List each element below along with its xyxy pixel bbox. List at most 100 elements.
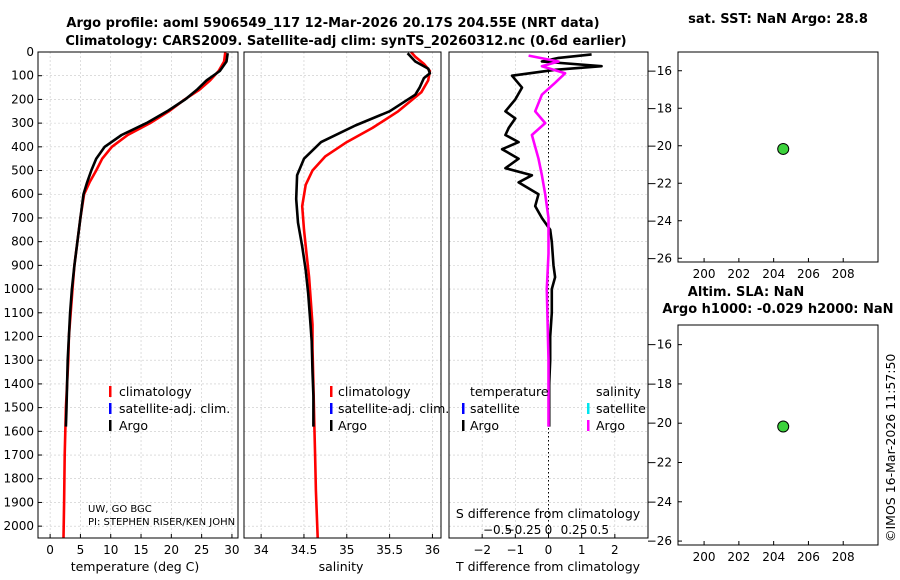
sla-title-line-1: Altim. SLA: NaN (688, 285, 804, 300)
y-tick-label: −26 (647, 534, 672, 548)
x2-tick-label: 0.25 (561, 523, 588, 537)
legend-label-temperature-satellite: satellite (470, 401, 520, 416)
x-tick-label: 35.5 (376, 543, 403, 557)
grid (38, 51, 238, 538)
sla-map-panel: −16 −18 −20 −22 −24 −26 200 202 204 206 208 (647, 324, 879, 564)
legend-swatch-argo (109, 420, 112, 431)
x-tick-label: −2 (473, 543, 491, 557)
salinity-axis-label: salinity (319, 559, 364, 574)
y-tick-label: −18 (647, 377, 672, 391)
temperature-legend: climatology satellite-adj. clim. Argo (109, 384, 230, 433)
x-tick-label: 1 (578, 543, 586, 557)
x-tick-label: 200 (693, 267, 716, 281)
legend-swatch-salinity-argo (587, 420, 590, 431)
x-tick-label: 208 (832, 550, 855, 564)
y-tick-label: 800 (11, 235, 34, 249)
legend-swatch-satellite-adj (109, 403, 112, 414)
y-tick-label: 700 (11, 211, 34, 225)
argo-position-marker (777, 142, 790, 155)
legend-swatch-salinity-satellite (587, 403, 590, 414)
x-tick-label: 204 (762, 550, 785, 564)
legend-label-temperature-argo: Argo (470, 418, 499, 433)
x-tick-label: 202 (727, 550, 750, 564)
series-temperature-argo (500, 53, 603, 427)
y-tick-label: −20 (647, 139, 672, 153)
x-tick-label: 206 (797, 267, 820, 281)
y-tick-label: 100 (11, 69, 34, 83)
y-tick-label: −22 (647, 176, 672, 190)
legend-swatch-temperature-satellite (462, 403, 465, 414)
x-tick-label: 34 (253, 543, 268, 557)
t-difference-axis-label: T difference from climatology (455, 559, 641, 574)
y-tick-label: 500 (11, 164, 34, 178)
legend-heading-salinity: salinity (596, 384, 641, 399)
y-tick-label: 1500 (3, 401, 34, 415)
x-tick-label: 34.5 (291, 543, 318, 557)
grid (244, 51, 441, 538)
legend-label-argo: Argo (338, 418, 367, 433)
x2-tick-label: −0.25 (505, 523, 542, 537)
difference-legend: temperature satellite Argo salinity sate… (462, 384, 646, 433)
y-tick-label: 1700 (3, 448, 34, 462)
y-tick-label: 400 (11, 140, 34, 154)
y-tick-label: 300 (11, 116, 34, 130)
sst-title: sat. SST: NaN Argo: 28.8 (688, 12, 868, 27)
imos-credit: ©IMOS 16-Mar-2026 11:57:50 (883, 354, 898, 542)
axes-frame (448, 51, 649, 539)
x-tick-label: 36 (425, 543, 440, 557)
salinity-panel: 34 34.5 35 35.5 36 (243, 51, 442, 557)
y-tick-label: 1800 (3, 472, 34, 486)
x2-tick-label: −0.5 (483, 523, 512, 537)
institution-note: UW, GO BGC (88, 504, 152, 515)
pi-note: PI: STEPHEN RISER/KEN JOHN (88, 517, 235, 528)
x-tick-label: −1 (506, 543, 524, 557)
axes-frame (677, 324, 879, 546)
y-tick-label: 900 (11, 258, 34, 272)
y-tick-label: 1400 (3, 377, 34, 391)
sla-title-line-2: Argo h1000: -0.029 h2000: NaN (662, 302, 893, 317)
legend-label-argo: Argo (119, 418, 148, 433)
series-argo (64, 53, 229, 427)
y-tick-label: 200 (11, 92, 34, 106)
series-climatology (300, 51, 432, 539)
legend-swatch-climatology (330, 386, 333, 397)
legend-label-satellite-adj: satellite-adj. clim. (119, 401, 230, 416)
y-tick-label: 1900 (3, 495, 34, 509)
series-argo (294, 52, 432, 427)
y-tick-label: −24 (647, 214, 672, 228)
sst-map-panel: −16 −18 −20 −22 −24 −26 200 202 204 206 208 (647, 51, 879, 281)
y-tick-label: −16 (647, 338, 672, 352)
x-tick-label: 2 (611, 543, 619, 557)
x-tick-label: 5 (77, 543, 85, 557)
legend-label-salinity-argo: Argo (596, 418, 625, 433)
axes-frame (37, 51, 239, 539)
legend-label-salinity-satellite: satellite (596, 401, 646, 416)
axes-frame (243, 51, 442, 539)
s-difference-axis-label: S difference from climatology (456, 506, 641, 521)
temperature-panel: 0 5 10 15 20 25 300100200300400500600700800900… (3, 45, 239, 557)
x-tick-label: 10 (103, 543, 118, 557)
temperature-axis-label: temperature (deg C) (71, 559, 200, 574)
y-tick-label: −18 (647, 101, 672, 115)
legend-label-climatology: climatology (119, 384, 192, 399)
legend-swatch-argo (330, 420, 333, 431)
y-tick-label: 1000 (3, 282, 34, 296)
x-tick-label: 0 (545, 543, 553, 557)
y-tick-label: 1100 (3, 306, 34, 320)
y-tick-label: 1300 (3, 353, 34, 367)
y-tick-label: −20 (647, 416, 672, 430)
x-tick-label: 206 (797, 550, 820, 564)
y-tick-label: 1600 (3, 424, 34, 438)
legend-label-satellite-adj: satellite-adj. clim. (338, 401, 449, 416)
y-tick-label: −24 (647, 495, 672, 509)
title-line-1: Argo profile: aoml 5906549_117 12-Mar-20… (66, 16, 599, 31)
series-salinity-argo (528, 54, 567, 427)
salinity-legend: climatology satellite-adj. clim. Argo (330, 384, 449, 433)
x-tick-label: 20 (164, 543, 179, 557)
y-tick-label: 1200 (3, 329, 34, 343)
title-line-2: Climatology: CARS2009. Satellite-adj cli… (65, 34, 626, 49)
axes-frame (677, 51, 879, 263)
y-tick-label: 600 (11, 187, 34, 201)
x-tick-label: 35 (339, 543, 354, 557)
